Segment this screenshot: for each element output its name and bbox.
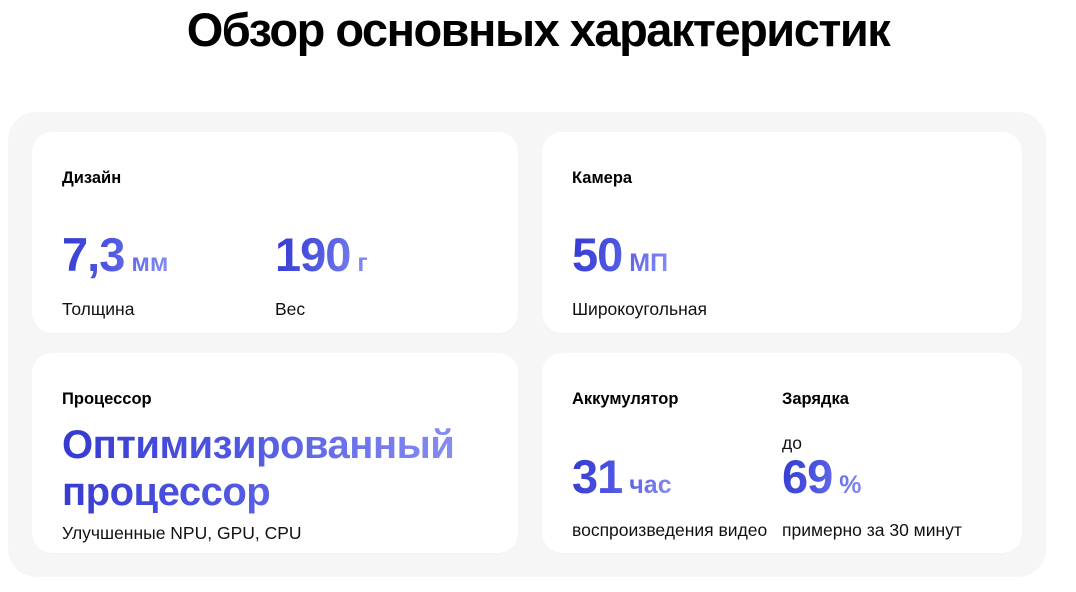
card-camera: Камера 50 МП Широкоугольная <box>542 132 1022 333</box>
specs-container: Дизайн 7,3 мм Толщина 190 г Вес Камера <box>8 112 1046 577</box>
battery-value-line: 31 час <box>572 454 672 512</box>
charging-prefix: до <box>782 433 802 453</box>
camera-stats: 50 МП Широкоугольная <box>572 232 992 320</box>
weight-unit: г <box>357 249 368 277</box>
page-title: Обзор основных характеристик <box>186 3 891 56</box>
processor-highlight-line2: процессор <box>62 470 271 514</box>
specs-grid: Дизайн 7,3 мм Толщина 190 г Вес Камера <box>32 132 1022 553</box>
card-battery: Аккумулятор 31 час воспроизведения видео … <box>542 353 1022 553</box>
camera-value-line: 50 МП <box>572 232 668 290</box>
card-design: Дизайн 7,3 мм Толщина 190 г Вес <box>32 132 518 333</box>
charging-heading: Зарядка <box>782 390 849 408</box>
stat-battery-hours: Аккумулятор 31 час воспроизведения видео <box>572 389 782 541</box>
battery-value: 31 <box>572 450 623 503</box>
charging-value: 69 <box>782 450 833 503</box>
stat-charge-percent: Зарядка до 69% примерно за 30 минут <box>782 389 992 541</box>
battery-columns: Аккумулятор 31 час воспроизведения видео … <box>572 389 992 541</box>
camera-unit: МП <box>629 249 669 277</box>
processor-highlight-line1: Оптимизированный <box>62 423 455 467</box>
thickness-label: Толщина <box>62 299 135 319</box>
weight-label: Вес <box>275 299 306 319</box>
camera-label: Широкоугольная <box>572 299 707 319</box>
thickness-value: 7,3 <box>62 228 125 281</box>
charging-caption: примерно за 30 минут <box>782 520 962 540</box>
stat-weight: 190 г Вес <box>275 232 488 320</box>
thickness-value-line: 7,3 мм <box>62 232 168 290</box>
battery-caption: воспроизведения видео <box>572 520 768 540</box>
card-processor: Процессор Оптимизированный процессор Улу… <box>32 353 518 553</box>
design-heading: Дизайн <box>62 169 122 187</box>
stat-thickness: 7,3 мм Толщина <box>62 232 275 320</box>
camera-heading: Камера <box>572 169 633 187</box>
battery-unit: час <box>629 471 672 499</box>
weight-value-line: 190 г <box>275 232 368 290</box>
charging-value-line: 69% <box>782 454 862 512</box>
stat-camera-mp: 50 МП Широкоугольная <box>572 232 788 320</box>
charging-unit: % <box>839 471 862 499</box>
design-stats: 7,3 мм Толщина 190 г Вес <box>62 232 488 320</box>
processor-caption: Улучшенные NPU, GPU, CPU <box>62 523 302 543</box>
battery-heading: Аккумулятор <box>572 390 679 408</box>
thickness-unit: мм <box>131 249 169 277</box>
processor-highlight: Оптимизированный процессор <box>62 422 454 516</box>
camera-value: 50 <box>572 228 623 281</box>
weight-value: 190 <box>275 228 351 281</box>
processor-heading: Процессор <box>62 390 152 408</box>
